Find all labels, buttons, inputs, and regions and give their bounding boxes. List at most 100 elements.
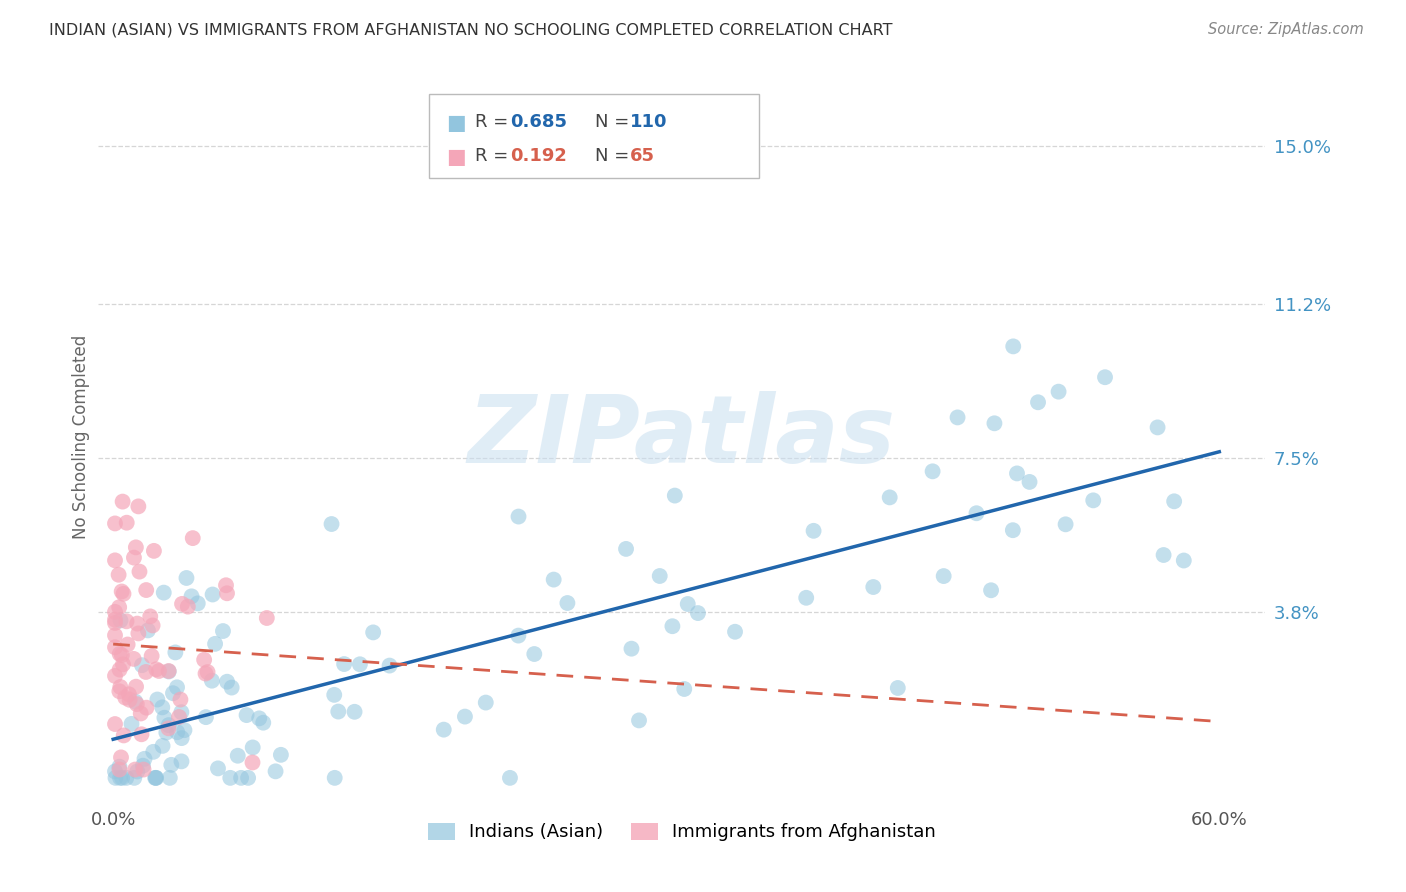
Point [1026,395,1049,409]
Point [204,637,226,651]
Point [134,752,156,766]
Point [187,596,209,610]
Point [1018,475,1040,489]
Point [499,771,522,785]
Point [328,705,350,719]
Point [180,590,202,604]
Point [323,771,346,785]
Point [115,516,138,530]
Point [108,647,131,661]
Point [921,464,943,478]
Point [194,666,217,681]
Point [142,618,165,632]
Point [212,624,235,638]
Point [454,709,477,723]
Point [104,628,127,642]
Point [111,584,134,599]
Point [166,725,188,739]
Point [139,609,162,624]
Point [523,647,546,661]
Point [173,723,195,738]
Text: R =: R = [475,113,515,131]
Y-axis label: No Schooling Completed: No Schooling Completed [72,335,90,539]
Point [141,648,163,663]
Point [157,664,180,678]
Point [215,578,238,592]
Point [247,711,270,725]
Point [170,705,193,719]
Point [131,658,153,673]
Point [235,708,257,723]
Point [349,657,371,672]
Point [125,541,148,555]
Point [557,596,579,610]
Point [474,696,496,710]
Point [108,760,131,774]
Point [217,674,239,689]
Point [264,764,287,779]
Point [104,613,127,627]
Point [135,700,157,714]
Point [104,640,127,655]
Point [201,673,224,688]
Point [131,727,153,741]
Point [686,606,709,620]
Point [177,599,200,614]
Point [104,553,127,567]
Point [114,690,136,705]
Point [170,755,193,769]
Point [543,573,565,587]
Point [136,624,159,638]
Point [129,706,152,721]
Point [1001,523,1024,537]
Point [194,710,217,724]
Point [153,711,176,725]
Point [1047,384,1070,399]
Point [125,697,148,711]
Point [433,723,456,737]
Point [146,692,169,706]
Point [135,582,157,597]
Point [932,569,955,583]
Point [620,641,643,656]
Point [104,516,127,531]
Point [170,597,193,611]
Point [508,509,530,524]
Point [108,771,131,785]
Point [127,626,149,640]
Point [107,567,129,582]
Point [270,747,292,762]
Point [176,571,198,585]
Point [664,489,686,503]
Point [508,629,530,643]
Point [104,771,127,785]
Point [221,681,243,695]
Point [155,725,177,739]
Point [104,717,127,731]
Point [321,516,343,531]
Point [169,692,191,706]
Point [333,657,356,671]
Point [112,728,135,742]
Point [104,669,127,683]
Point [983,417,1005,431]
Point [122,652,145,666]
Point [132,758,155,772]
Point [122,550,145,565]
Point [110,750,132,764]
Point [614,541,637,556]
Point [104,605,127,619]
Point [111,648,134,662]
Point [124,763,146,777]
Point [181,531,204,545]
Point [980,583,1002,598]
Point [343,705,366,719]
Point [157,665,180,679]
Point [127,616,149,631]
Text: INDIAN (ASIAN) VS IMMIGRANTS FROM AFGHANISTAN NO SCHOOLING COMPLETED CORRELATION: INDIAN (ASIAN) VS IMMIGRANTS FROM AFGHAN… [49,22,893,37]
Point [201,587,224,601]
Point [252,715,274,730]
Point [673,681,696,696]
Text: N =: N = [595,113,634,131]
Point [121,717,143,731]
